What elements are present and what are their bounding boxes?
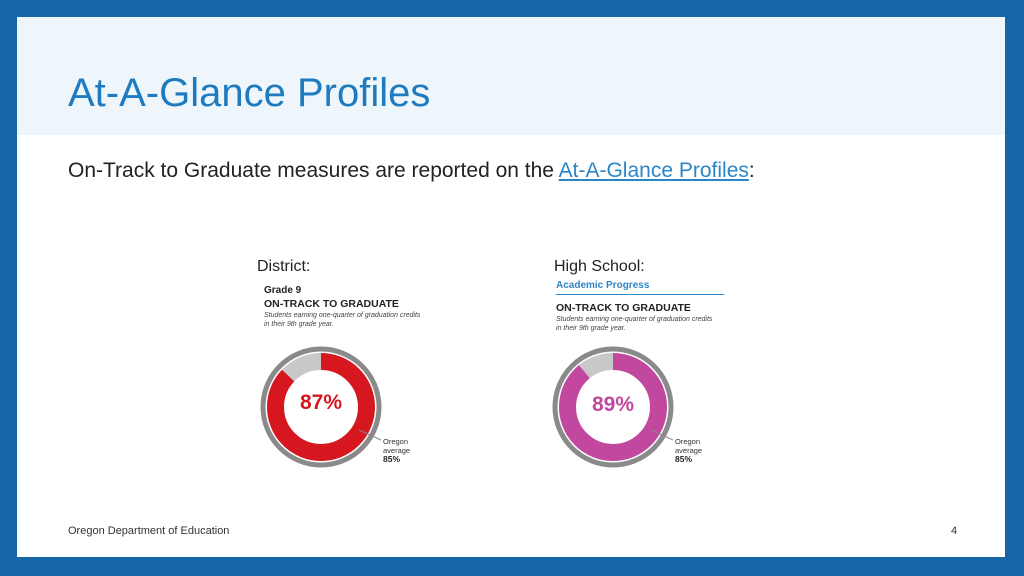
district-oregon-ring (260, 346, 382, 468)
district-donut-arc (267, 353, 375, 461)
slide-title: At-A-Glance Profiles (68, 71, 431, 115)
district-oregon-line1: Oregon (383, 437, 409, 446)
page-number: 4 (951, 525, 958, 537)
high-school-oregon-ring (552, 346, 674, 468)
high-school-percent: 89% (591, 393, 635, 416)
slide: At-A-Glance Profiles On-Track to Graduat… (17, 17, 1005, 557)
high-school-oregon-line1: Oregon (675, 437, 701, 446)
intro-text: On-Track to Graduate measures are report… (68, 157, 755, 185)
district-grade: Grade 9 (264, 285, 302, 296)
district-card: Grade 9 ON-TRACK TO GRADUATE Students ea… (264, 284, 424, 329)
district-donut-chart (260, 346, 382, 468)
high-school-section: Academic Progress (556, 280, 650, 291)
high-school-description: Students earning one-quarter of graduati… (556, 316, 713, 332)
at-a-glance-link[interactable]: At-A-Glance Profiles (558, 159, 749, 182)
district-heading: ON-TRACK TO GRADUATE (264, 298, 399, 310)
high-school-donut-arc (559, 353, 667, 461)
high-school-oregon-average: Oregon average 85% (675, 437, 702, 464)
high-school-section-rule (556, 294, 724, 295)
high-school-card: Academic Progress ON-TRACK TO GRADUATE S… (556, 279, 724, 333)
district-oregon-pointer (359, 429, 382, 441)
district-description: Students earning one-quarter of graduati… (264, 312, 421, 328)
high-school-donut-chart (552, 346, 674, 468)
footer-organization: Oregon Department of Education (68, 525, 230, 537)
intro-suffix: : (748, 159, 755, 182)
high-school-oregon-line2: average (675, 446, 703, 455)
district-label: District: (257, 258, 311, 275)
high-school-label: High School: (554, 258, 645, 275)
high-school-oregon-pointer (651, 429, 674, 441)
high-school-heading: ON-TRACK TO GRADUATE (556, 302, 691, 314)
title-band (17, 17, 1005, 135)
high-school-oregon-avg-value: 85% (675, 454, 693, 464)
district-oregon-line2: average (383, 446, 411, 455)
district-oregon-avg-value: 85% (383, 454, 401, 464)
district-percent: 87% (299, 391, 343, 414)
district-oregon-average: Oregon average 85% (383, 437, 410, 464)
intro-prefix: On-Track to Graduate measures are report… (68, 159, 559, 182)
